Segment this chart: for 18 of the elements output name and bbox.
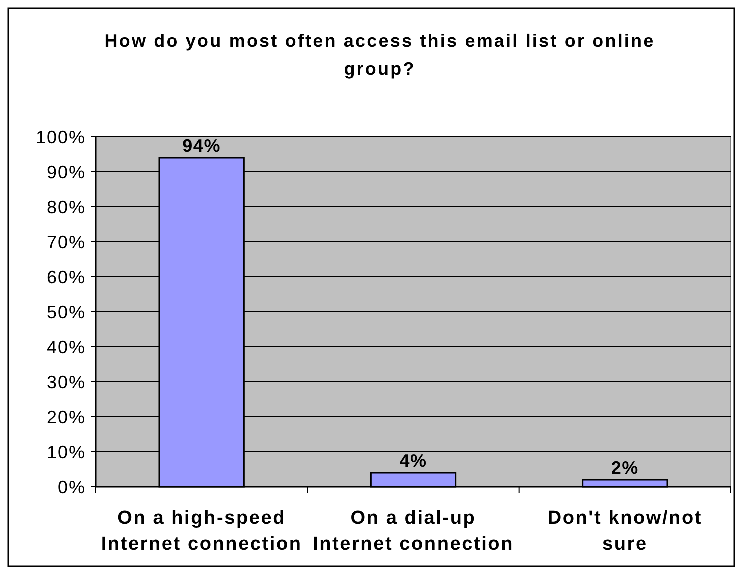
y-tick-label: 90% bbox=[46, 162, 86, 182]
y-tick-label: 60% bbox=[46, 267, 86, 288]
y-tick-label: 80% bbox=[46, 197, 86, 218]
y-tick-label: 20% bbox=[46, 407, 86, 428]
x-tick-label: Don't know/not sure bbox=[548, 508, 702, 555]
y-tick-label: 70% bbox=[46, 232, 86, 252]
data-label: 2% bbox=[611, 458, 639, 478]
y-tick-label: 40% bbox=[46, 337, 86, 358]
x-tick-label: On a dial-up Internet connection bbox=[313, 508, 514, 555]
y-tick-label: 30% bbox=[46, 372, 86, 392]
y-tick-label: 50% bbox=[46, 302, 86, 322]
chart-title: How do you most often access this email list or online group? bbox=[104, 31, 656, 79]
data-label: 4% bbox=[400, 451, 428, 471]
y-tick-label: 0% bbox=[58, 477, 86, 498]
y-tick-label: 100% bbox=[36, 127, 86, 148]
y-tick-label: 10% bbox=[46, 442, 86, 462]
x-tick-label: On a high-speed Internet connection bbox=[101, 508, 302, 555]
data-label: 94% bbox=[182, 136, 222, 156]
